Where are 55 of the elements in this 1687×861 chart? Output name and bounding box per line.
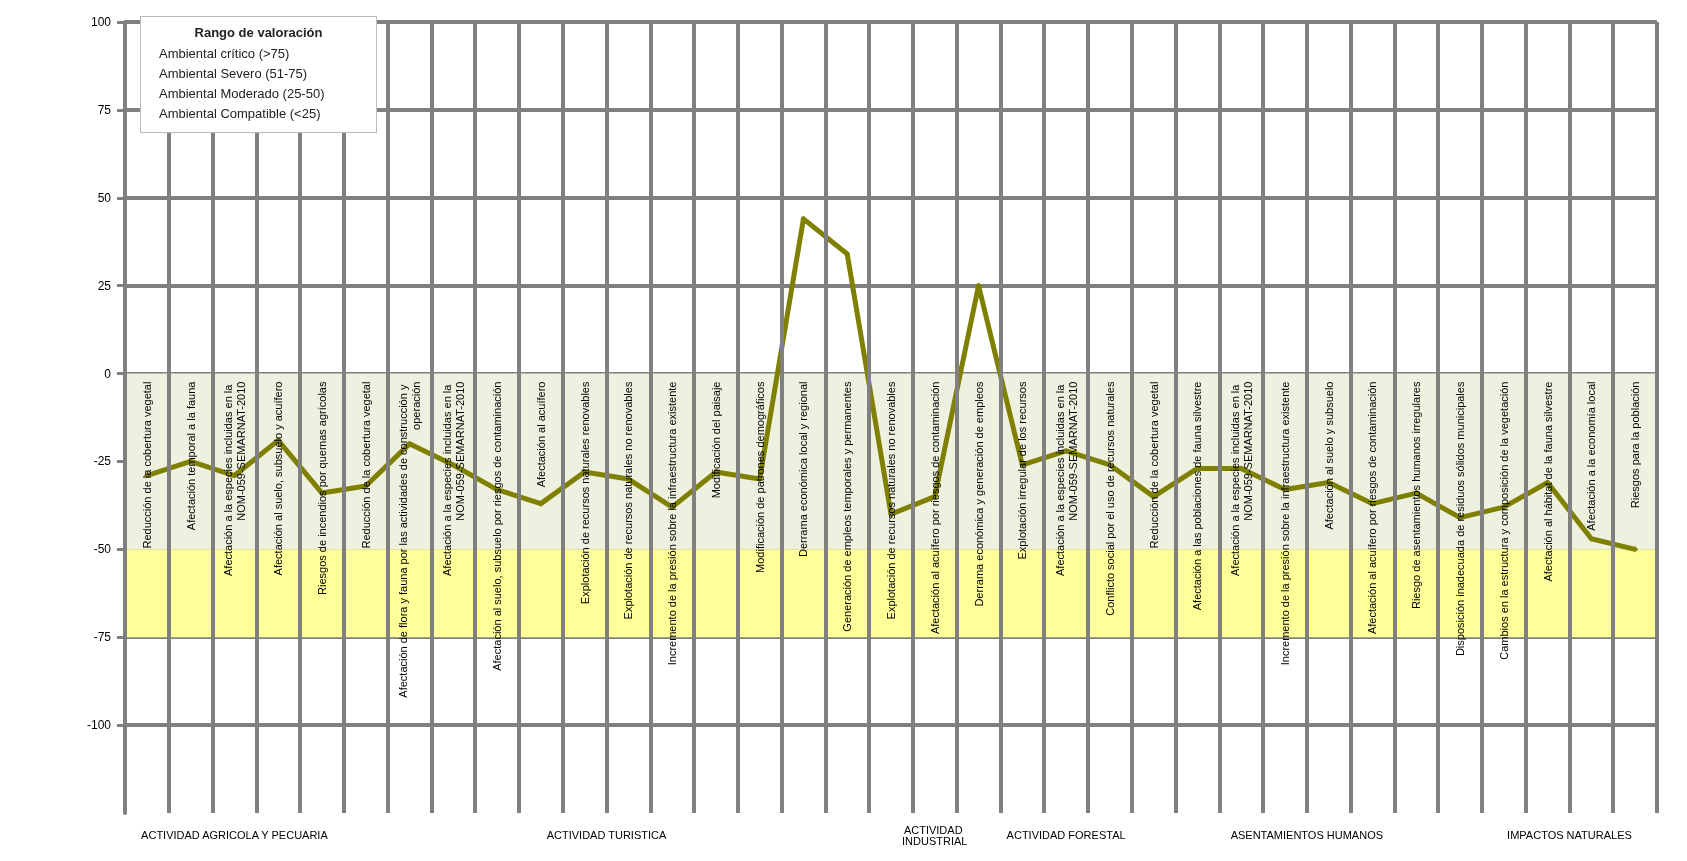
- y-tick-label: 25: [97, 278, 112, 293]
- x-tick-label: Afectación al acuífero: [534, 381, 547, 488]
- text: ACTIVIDAD AGRICOLA Y PECUARIA: [141, 829, 329, 841]
- annotation: Ambiental Severo (51-75): [158, 66, 309, 81]
- text: ACTIVIDAD TURISTICA: [546, 829, 667, 841]
- x-tick-label: Reducción de la cobertura vegetal: [140, 381, 153, 549]
- text: ASENTAMIENTOS HUMANOS: [1230, 829, 1384, 841]
- x-tick-label: Afectación al acuífero por riesgos de contaminación: [1366, 381, 1379, 635]
- x-tick-label: Derrama económica y generación de empleos: [972, 381, 985, 607]
- x-tick-label: Afectación a la especies incluidas en la NOM-059-SEMARNAT-2010: [221, 381, 247, 577]
- x-tick-label: Explotación de recursos naturales no renovables: [885, 381, 897, 620]
- annotation: Ambiental Compatible (<25): [158, 106, 322, 121]
- x-tick-label: Afectación al hábitat de la fauna silvestre: [1541, 381, 1554, 582]
- x-tick-label: Afectación al suelo, subsuelo y acuífero: [272, 381, 285, 576]
- x-tick-label: Disposición inadecuada de residuos sólidos municipales: [1454, 381, 1467, 657]
- x-tick-label: Reducción de la cobertura vegetal: [1147, 381, 1160, 549]
- x-tick-label: Derrama económica local y regional: [797, 381, 810, 558]
- x-tick-label: Explotación de recursos naturales renovables: [578, 381, 591, 605]
- y-tick-label: -100: [86, 718, 112, 733]
- x-tick-label: Afectación de flora y fauna por las actividades de construcción y operación: [397, 381, 423, 698]
- x-tick-label: Afectación a la especies incluidas en la NOM-059-SEMARNAT-2010: [440, 381, 466, 577]
- x-tick-label: Riesgos para la población: [1629, 381, 1642, 509]
- x-tick-label: Modificación del paisaje: [709, 381, 722, 499]
- x-tick-label: Riesgos de incendios por quemas agrícolas: [315, 381, 328, 595]
- x-tick-label: Generación de empleos temporales y permanentes: [841, 381, 854, 632]
- y-tick-label: -50: [93, 542, 112, 557]
- x-tick-label: Cambios en la estructura y composición de la vegetación: [1497, 381, 1510, 660]
- text: ACTIVIDAD FORESTAL: [1006, 829, 1126, 841]
- x-tick-label: Afectación temporal a la fauna: [184, 380, 197, 531]
- x-tick-label: Afectación a la especies incluidas en la NOM-059-SEMARNAT-2010: [1053, 381, 1079, 577]
- x-tick-label: Afectación al suelo, subsuelo por riesgos de contaminación: [491, 381, 504, 671]
- x-tick-label: Incremento de la presión sobre la infraestructura existente: [1278, 381, 1291, 666]
- x-tick-label: Afectación a la economía local: [1585, 381, 1598, 531]
- text: ACTIVIDAD INDUSTRIAL: [902, 823, 968, 847]
- y-tick-label: 50: [97, 190, 112, 205]
- y-tick-label: 75: [97, 102, 112, 117]
- x-tick-label: Afectación al acuífero por riesgos de contaminación: [928, 381, 941, 635]
- x-tick-label: Incremento de la presión sobre la infraestructura existente: [666, 381, 679, 666]
- y-tick-label: 0: [104, 366, 112, 381]
- x-tick-label: Afectación a la especies incluidas en la NOM-059-SEMARNAT-2010: [1228, 381, 1254, 577]
- x-tick-label: Reducción de la cobertura vegetal: [359, 381, 372, 549]
- x-tick-label: Conflicto social por el uso de recursos naturales: [1103, 381, 1116, 616]
- x-tick-label: Riesgo de asentamientos humanos irregulares: [1410, 381, 1423, 610]
- x-tick-label: Explotación de recursos naturales no renovables: [622, 381, 635, 620]
- y-tick-label: 100: [90, 15, 112, 29]
- y-tick-label: -25: [93, 454, 112, 469]
- x-tick-label: Afectación a las poblaciones de fauna silvestre: [1191, 381, 1204, 611]
- annotation: Ambiental Moderado (25-50): [158, 86, 326, 101]
- text: IMPACTOS NATURALES: [1507, 829, 1632, 841]
- annotation: Ambiental crítico (>75): [158, 46, 291, 61]
- x-tick-label: Afectación al suelo y subsuelo: [1322, 381, 1335, 530]
- annotation: Rango de valoración: [193, 25, 324, 40]
- x-tick-label: Explotación irregular de los recursos: [1016, 381, 1029, 560]
- x-tick-label: Modificación de patrones demográficos: [753, 381, 766, 573]
- y-tick-label: -75: [93, 630, 112, 645]
